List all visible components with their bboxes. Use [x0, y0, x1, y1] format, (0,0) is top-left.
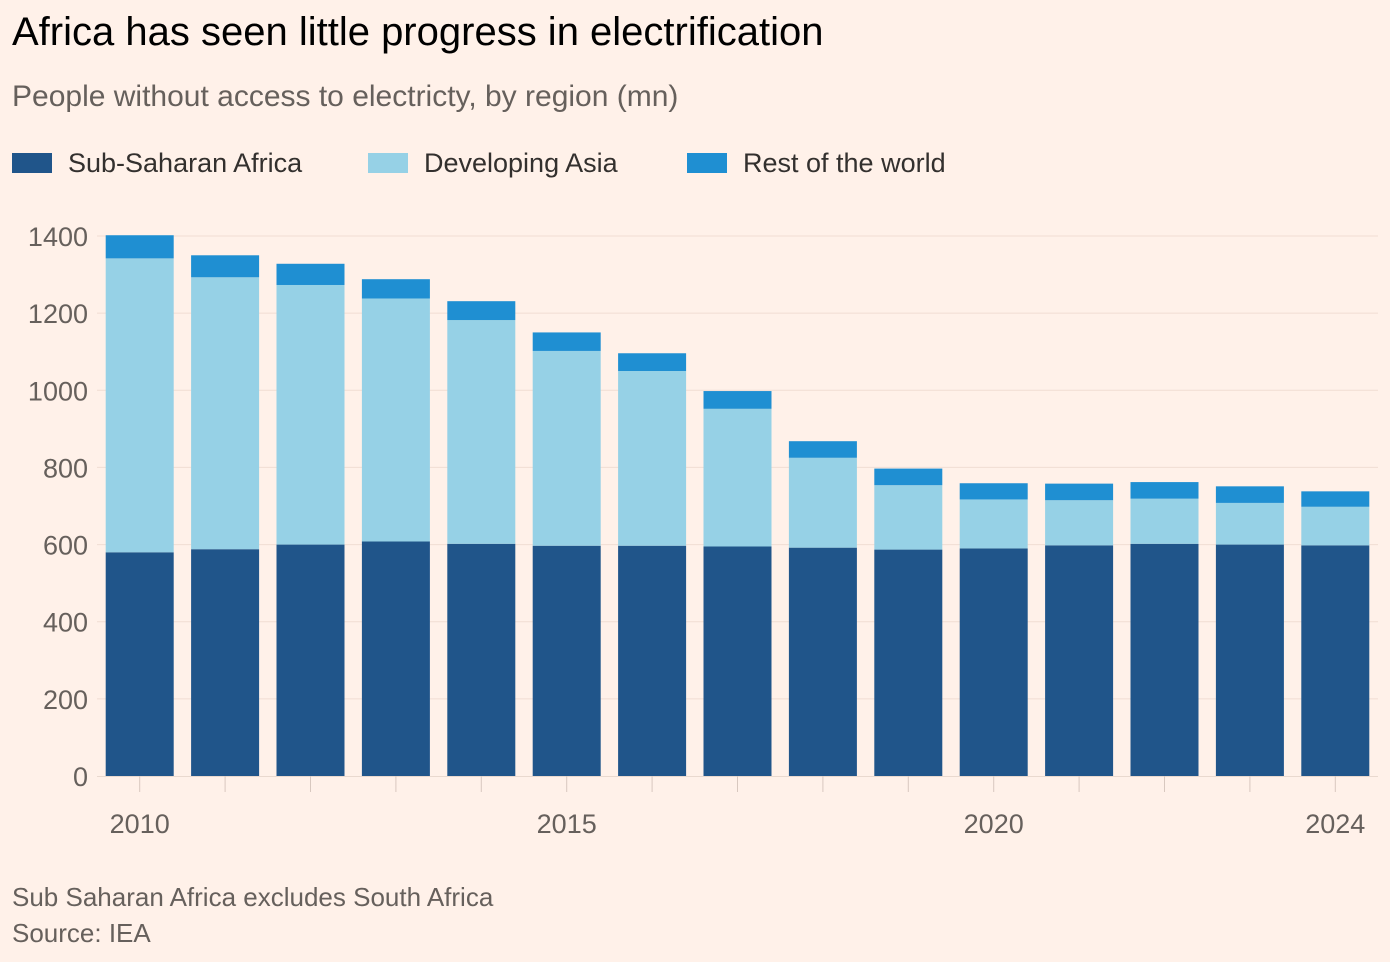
- chart-subtitle: People without access to electricty, by …: [12, 80, 679, 113]
- bar-rest-of-the-world-2016: [618, 353, 687, 371]
- bar-sub-saharan-africa-2014: [447, 543, 516, 776]
- axes: 0 200 400 600 800 1000 1200 1400 2010 2015 2020 202…: [28, 222, 1378, 839]
- bar-rest-of-the-world-2019: [874, 468, 943, 486]
- legend-label-rest-of-the-world: Rest of the world: [743, 147, 946, 178]
- bar-developing-asia-2016: [618, 371, 687, 546]
- bar-rest-of-the-world-2011: [191, 255, 260, 278]
- legend-label-sub-saharan-africa: Sub-Saharan Africa: [68, 147, 303, 178]
- y-tick-label-0: 0: [73, 762, 88, 792]
- bar-developing-asia-2010: [105, 258, 174, 553]
- y-tick-label-600: 600: [43, 531, 88, 561]
- bar-developing-asia-2022: [1130, 498, 1199, 544]
- bar-developing-asia-2024: [1301, 506, 1370, 546]
- stacked-bar-chart: 0 200 400 600 800 1000 1200 1400 2010 2015 2020 202…: [28, 222, 1378, 839]
- source-note: Source: IEA: [12, 918, 151, 948]
- bar-rest-of-the-world-2024: [1301, 491, 1370, 507]
- bar-sub-saharan-africa-2013: [361, 541, 430, 776]
- y-tick-label-1200: 1200: [28, 299, 88, 329]
- bar-rest-of-the-world-2022: [1130, 482, 1199, 499]
- bar-developing-asia-2019: [874, 485, 943, 550]
- bar-rest-of-the-world-2021: [1045, 483, 1114, 501]
- legend-swatch-rest-of-the-world: [687, 153, 727, 173]
- bar-sub-saharan-africa-2012: [276, 544, 345, 776]
- bar-developing-asia-2011: [191, 277, 260, 550]
- chart-title: Africa has seen little progress in elect…: [12, 10, 824, 54]
- bar-rest-of-the-world-2014: [447, 301, 516, 321]
- y-tick-label-200: 200: [43, 685, 88, 715]
- bars: [105, 235, 1370, 776]
- bar-sub-saharan-africa-2016: [618, 545, 687, 776]
- legend-swatch-sub-saharan-africa: [12, 153, 52, 173]
- bar-developing-asia-2018: [788, 457, 857, 548]
- bar-rest-of-the-world-2020: [959, 483, 1028, 500]
- bar-sub-saharan-africa-2015: [532, 545, 601, 776]
- bar-sub-saharan-africa-2020: [959, 548, 1028, 776]
- y-tick-label-1000: 1000: [28, 376, 88, 406]
- bar-sub-saharan-africa-2021: [1045, 545, 1114, 776]
- bar-sub-saharan-africa-2018: [788, 547, 857, 776]
- footnote: Sub Saharan Africa excludes South Africa: [12, 882, 494, 912]
- legend-swatch-developing-asia: [368, 153, 408, 173]
- x-tick-label-2015: 2015: [537, 809, 597, 839]
- bar-developing-asia-2021: [1045, 500, 1114, 546]
- bar-rest-of-the-world-2013: [361, 279, 430, 299]
- x-tick-label-2010: 2010: [110, 809, 170, 839]
- bar-sub-saharan-africa-2010: [105, 552, 174, 776]
- legend: Sub-Saharan Africa Developing Asia Rest …: [12, 143, 1012, 183]
- legend-item-sub-saharan-africa: Sub-Saharan Africa: [12, 143, 302, 183]
- bar-sub-saharan-africa-2017: [703, 546, 772, 776]
- bar-sub-saharan-africa-2019: [874, 549, 943, 776]
- bar-developing-asia-2017: [703, 408, 772, 547]
- bar-sub-saharan-africa-2022: [1130, 543, 1199, 776]
- bar-developing-asia-2015: [532, 350, 601, 546]
- bar-rest-of-the-world-2018: [788, 441, 857, 458]
- y-tick-label-1400: 1400: [28, 222, 88, 252]
- bar-rest-of-the-world-2015: [532, 332, 601, 351]
- x-tick-label-2020: 2020: [964, 809, 1024, 839]
- bar-sub-saharan-africa-2024: [1301, 545, 1370, 776]
- bar-developing-asia-2012: [276, 284, 345, 545]
- legend-label-developing-asia: Developing Asia: [424, 147, 618, 178]
- bar-developing-asia-2020: [959, 499, 1028, 549]
- bar-developing-asia-2014: [447, 320, 516, 544]
- legend-item-rest-of-the-world: Rest of the world: [687, 143, 946, 183]
- bar-sub-saharan-africa-2011: [191, 549, 260, 776]
- bar-sub-saharan-africa-2023: [1215, 544, 1284, 776]
- y-tick-label-800: 800: [43, 453, 88, 483]
- bar-rest-of-the-world-2023: [1215, 486, 1284, 503]
- bar-rest-of-the-world-2017: [703, 391, 772, 409]
- legend-item-developing-asia: Developing Asia: [368, 143, 618, 183]
- bar-rest-of-the-world-2012: [276, 263, 345, 285]
- bar-developing-asia-2023: [1215, 502, 1284, 545]
- bar-rest-of-the-world-2010: [105, 235, 174, 259]
- y-tick-label-400: 400: [43, 608, 88, 638]
- bar-developing-asia-2013: [361, 298, 430, 542]
- x-tick-label-2024: 2024: [1305, 809, 1365, 839]
